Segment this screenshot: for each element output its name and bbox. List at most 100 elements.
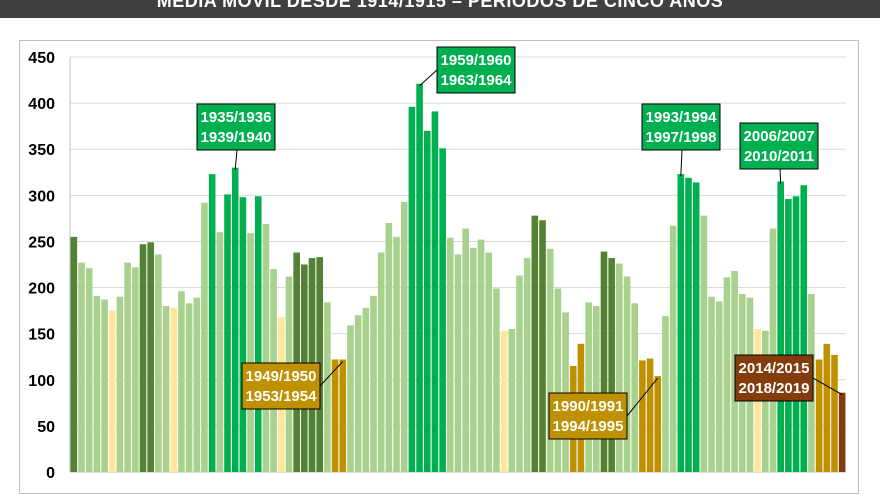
bar [231,167,239,472]
callout-box [641,103,721,151]
bar [623,276,631,472]
bar [539,220,546,472]
callout-leader-line [234,149,238,170]
bar [262,223,270,472]
bar [585,302,592,472]
bar [562,312,569,472]
bar [838,392,846,472]
callout-label: 1949/1950 [246,368,317,385]
callout-leader-line [319,361,344,387]
bar [247,233,254,472]
callout-label: 1935/1936 [201,109,272,126]
y-tick-label: 50 [37,419,55,436]
bar [208,174,216,472]
bar [462,228,469,472]
y-tick-label: 400 [28,96,55,113]
bar [139,244,147,472]
bar [178,291,185,472]
bar [815,359,823,472]
callout-label: 1963/1964 [441,72,513,89]
bar [400,201,408,473]
bar [370,295,377,472]
bar [93,295,101,472]
bar [393,236,400,472]
bar [662,316,669,472]
bar [185,303,193,472]
callout-label: 2014/2015 [739,360,810,377]
bar [493,288,500,472]
bar [592,306,600,472]
bar [700,215,708,472]
bar [85,268,93,472]
bar [132,267,139,472]
callout-box [241,362,321,410]
bar [654,376,662,472]
bar [608,258,615,472]
bar [385,223,393,472]
bar [708,296,715,472]
callout-box [196,103,276,151]
bar [785,199,792,472]
bar [124,262,131,472]
bar [339,359,347,472]
callout-box [739,122,819,170]
bar [347,325,354,472]
bar [362,307,370,472]
y-tick-label: 150 [28,327,55,344]
callout-label: 2018/2019 [739,380,810,397]
callout-label: 1939/1940 [201,129,272,146]
bar [500,330,508,472]
callout-leader-line [680,149,683,177]
bar [193,297,201,472]
bar [354,315,362,472]
bar [616,263,623,472]
chart-title: MEDIA MÓVIL DESDE 1914/1915 – PERIODOS D… [156,0,724,11]
bar [293,252,300,472]
bar [447,237,454,472]
bar [147,242,154,472]
title-bar: MEDIA MÓVIL DESDE 1914/1915 – PERIODOS D… [0,0,880,18]
bar [162,306,170,472]
bar [792,196,800,472]
bar [600,251,608,472]
bar [101,299,108,472]
bar [639,360,646,472]
bar [408,106,416,473]
bar [692,182,700,472]
callout-box [548,392,628,440]
y-tick-label: 0 [46,465,55,482]
bar [631,303,639,472]
callout-label: 1990/1991 [553,398,624,415]
bar [254,196,262,472]
bar [554,288,562,472]
bar [116,296,124,472]
bar [669,225,677,472]
bar [516,275,523,472]
bar [646,358,654,472]
bar [800,185,808,472]
bar [224,194,231,472]
bar [108,310,116,472]
callout-label: 1959/1960 [441,52,512,69]
callout-label: 2006/2007 [744,128,815,145]
bar [523,258,531,472]
callout-leader-line [626,377,659,417]
bar [454,254,462,472]
bar [416,83,423,472]
callout-leader-line [419,69,438,87]
bar [331,359,339,472]
bar [685,177,692,473]
bar [677,174,685,472]
bar [324,302,331,472]
bar [777,181,784,472]
bar [216,232,224,472]
bar [155,254,162,472]
bar [508,329,516,472]
bar [201,202,208,472]
bar [423,130,431,472]
bar [715,301,723,472]
bar [823,343,831,472]
bar [70,236,78,472]
callout-box [436,46,516,94]
